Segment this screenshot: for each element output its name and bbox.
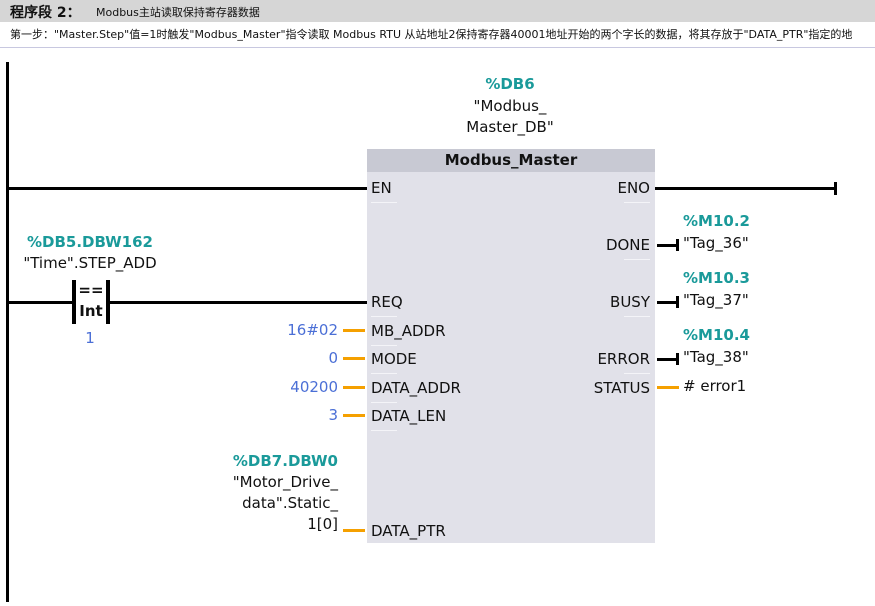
pin-mb-addr: MB_ADDR [371,322,446,340]
data-ptr-tag-3[interactable]: 1[0] [307,515,338,533]
busy-address[interactable]: %M10.3 [683,269,750,287]
compare-contact[interactable]: == Int [72,280,112,326]
pin-en: EN [371,179,392,197]
pin-underline [371,202,397,203]
error-tag[interactable]: "Tag_38" [683,348,749,366]
network-header[interactable]: 程序段 2： Modbus主站读取保持寄存器数据 [0,0,875,22]
pin-data-addr: DATA_ADDR [371,379,461,397]
error-address[interactable]: %M10.4 [683,326,750,344]
contact-bar-left [72,280,76,324]
network-title: 程序段 2： [10,5,81,21]
compare-value[interactable]: 1 [85,329,95,347]
mode-value[interactable]: 0 [328,349,338,367]
instance-db-address[interactable]: %DB6 [485,75,535,93]
done-address[interactable]: %M10.2 [683,212,750,230]
status-tag[interactable]: # error1 [683,377,747,395]
en-wire [7,187,367,190]
status-wire [657,386,679,389]
data-ptr-tag-1[interactable]: "Motor_Drive_ [232,473,338,491]
busy-wire-end [676,296,679,308]
pin-done: DONE [605,236,650,254]
pin-underline [624,259,650,260]
busy-tag[interactable]: "Tag_37" [683,291,749,309]
contact-op: == [78,281,104,299]
pin-data-len: DATA_LEN [371,407,447,425]
pin-underline [624,316,650,317]
pin-underline [371,373,397,374]
error-wire [657,358,677,361]
block-title: Modbus_Master [367,149,655,172]
divider [0,47,875,48]
instance-db-name-2[interactable]: Master_DB" [466,118,554,136]
eno-wire-end [834,182,837,195]
network-comment[interactable]: 第一步："Master.Step"值=1时触发"Modbus_Master"指令… [10,28,853,41]
network-subtitle[interactable]: Modbus主站读取保持寄存器数据 [96,6,260,19]
pin-req: REQ [371,293,403,311]
pin-eno: ENO [617,179,650,197]
data-len-value[interactable]: 3 [328,406,338,424]
done-tag[interactable]: "Tag_36" [683,234,749,252]
instance-db-name-1[interactable]: "Modbus_ [473,97,547,115]
pin-busy: BUSY [610,293,650,311]
busy-wire [657,301,677,304]
pin-data-ptr: DATA_PTR [371,522,446,540]
pin-error: ERROR [597,350,650,368]
mb-addr-wire [343,329,365,332]
contact-type: Int [79,302,103,320]
pin-underline [624,202,650,203]
data-ptr-tag-2[interactable]: data".Static_ [242,494,338,512]
pin-mode: MODE [371,350,417,368]
mb-addr-value[interactable]: 16#02 [287,321,338,339]
mode-wire [343,357,365,360]
done-wire [657,244,677,247]
power-rail [6,62,9,602]
pin-underline [371,402,397,403]
modbus-master-block[interactable] [367,149,655,543]
data-addr-wire [343,386,365,389]
pin-underline [371,316,397,317]
pin-underline [371,430,397,431]
data-addr-value[interactable]: 40200 [290,378,338,396]
pin-underline [624,373,650,374]
done-wire-end [676,239,679,251]
data-ptr-wire [343,529,365,532]
contact-bar-right [106,280,110,324]
error-wire-end [676,353,679,365]
req-wire-left [7,301,74,304]
req-wire-right [108,301,367,304]
pin-underline [371,345,397,346]
data-len-wire [343,414,365,417]
contact-tag[interactable]: "Time".STEP_ADD [23,254,157,272]
pin-status: STATUS [593,379,650,397]
data-ptr-address[interactable]: %DB7.DBW0 [232,452,338,470]
eno-wire [655,187,835,190]
contact-address[interactable]: %DB5.DBW162 [27,233,153,251]
